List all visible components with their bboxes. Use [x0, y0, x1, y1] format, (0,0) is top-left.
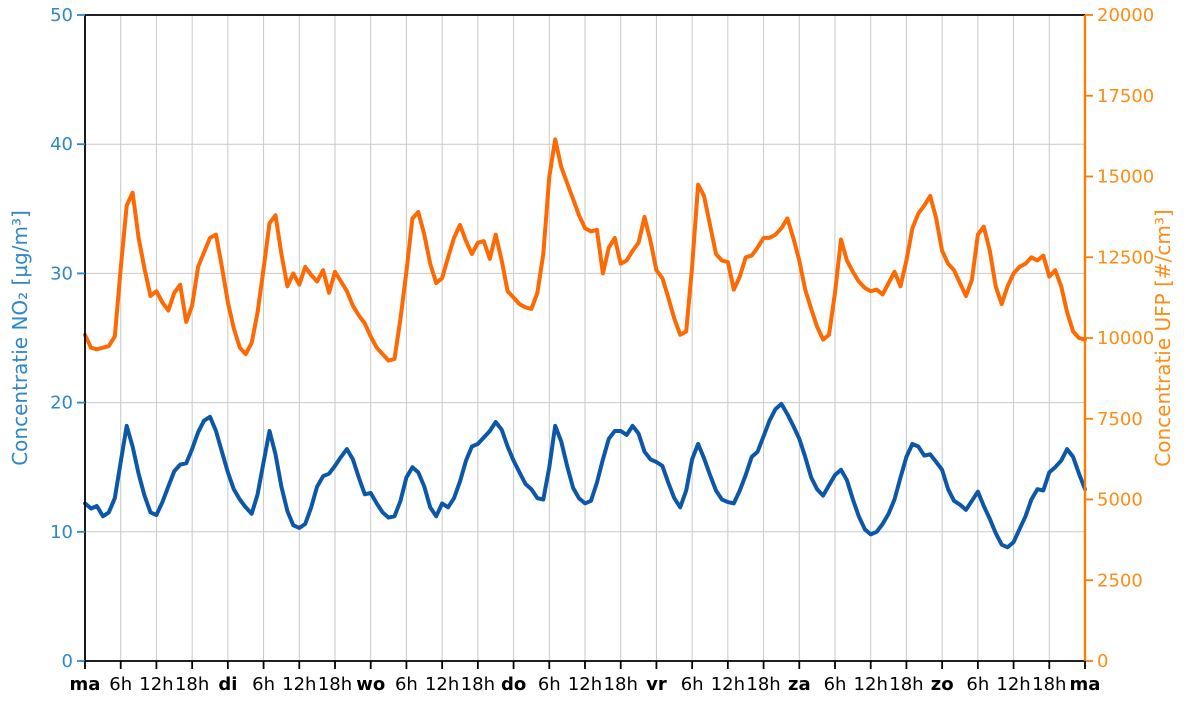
x-tick-label-hour: 6h [109, 674, 132, 695]
right-tick-label: 20000 [1097, 5, 1154, 26]
x-tick-label-hour: 18h [1032, 674, 1066, 695]
x-tick-label-hour: 12h [568, 674, 602, 695]
x-tick-label-hour: 18h [889, 674, 923, 695]
x-tick-label-hour: 18h [461, 674, 495, 695]
x-tick-label-hour: 12h [139, 674, 173, 695]
right-tick-label: 0 [1097, 651, 1108, 672]
x-tick-label-hour: 6h [395, 674, 418, 695]
right-tick-label: 10000 [1097, 328, 1154, 349]
x-tick-label-hour: 18h [604, 674, 638, 695]
right-tick-label: 7500 [1097, 409, 1143, 430]
x-tick-label-day: do [501, 674, 526, 695]
right-tick-label: 15000 [1097, 167, 1154, 188]
x-tick-label-day: di [218, 674, 237, 695]
axis-ticks [77, 14, 1093, 669]
left-tick-label: 50 [50, 5, 73, 26]
x-tick-label-hour: 6h [252, 674, 275, 695]
data-series [83, 137, 1087, 550]
x-tick-label-hour: 6h [681, 674, 704, 695]
x-tick-label-day: wo [356, 674, 385, 695]
left-tick-label: 10 [50, 522, 73, 543]
grid-lines [85, 15, 1085, 661]
x-tick-label-hour: 12h [854, 674, 888, 695]
x-tick-label-hour: 12h [425, 674, 459, 695]
left-tick-label: 20 [50, 393, 73, 414]
x-tick-label-day: ma [70, 674, 101, 695]
x-tick-label-hour: 18h [318, 674, 352, 695]
x-tick-label-hour: 12h [282, 674, 316, 695]
x-tick-label-day: zo [931, 674, 954, 695]
x-tick-label-day: ma [1070, 674, 1101, 695]
right-tick-label: 5000 [1097, 490, 1143, 511]
right-tick-label: 12500 [1097, 247, 1154, 268]
right-tick-label: 2500 [1097, 570, 1143, 591]
left-tick-label: 30 [50, 263, 73, 284]
ufp-line [83, 137, 1087, 363]
left-tick-label: 0 [62, 651, 73, 672]
no2-line [83, 401, 1087, 550]
x-tick-label-hour: 12h [996, 674, 1030, 695]
tick-labels: 0 10 20 30 40 50 0 2500 5000 7500 10000 12500 15000 1… [50, 5, 1154, 695]
x-tick-label-day: za [788, 674, 811, 695]
x-tick-label-hour: 12h [711, 674, 745, 695]
x-tick-label-hour: 18h [746, 674, 780, 695]
right-axis-title: Concentratie UFP [#/cm³] [1151, 209, 1175, 466]
x-tick-label-hour: 6h [824, 674, 847, 695]
left-axis-title: Concentratie NO₂ [µg/m³] [8, 210, 32, 466]
x-tick-label-hour: 18h [175, 674, 209, 695]
left-tick-label: 40 [50, 134, 73, 155]
x-tick-label-hour: 6h [538, 674, 561, 695]
right-tick-label: 17500 [1097, 86, 1154, 107]
x-tick-label-hour: 6h [966, 674, 989, 695]
x-tick-label-day: vr [646, 674, 667, 695]
